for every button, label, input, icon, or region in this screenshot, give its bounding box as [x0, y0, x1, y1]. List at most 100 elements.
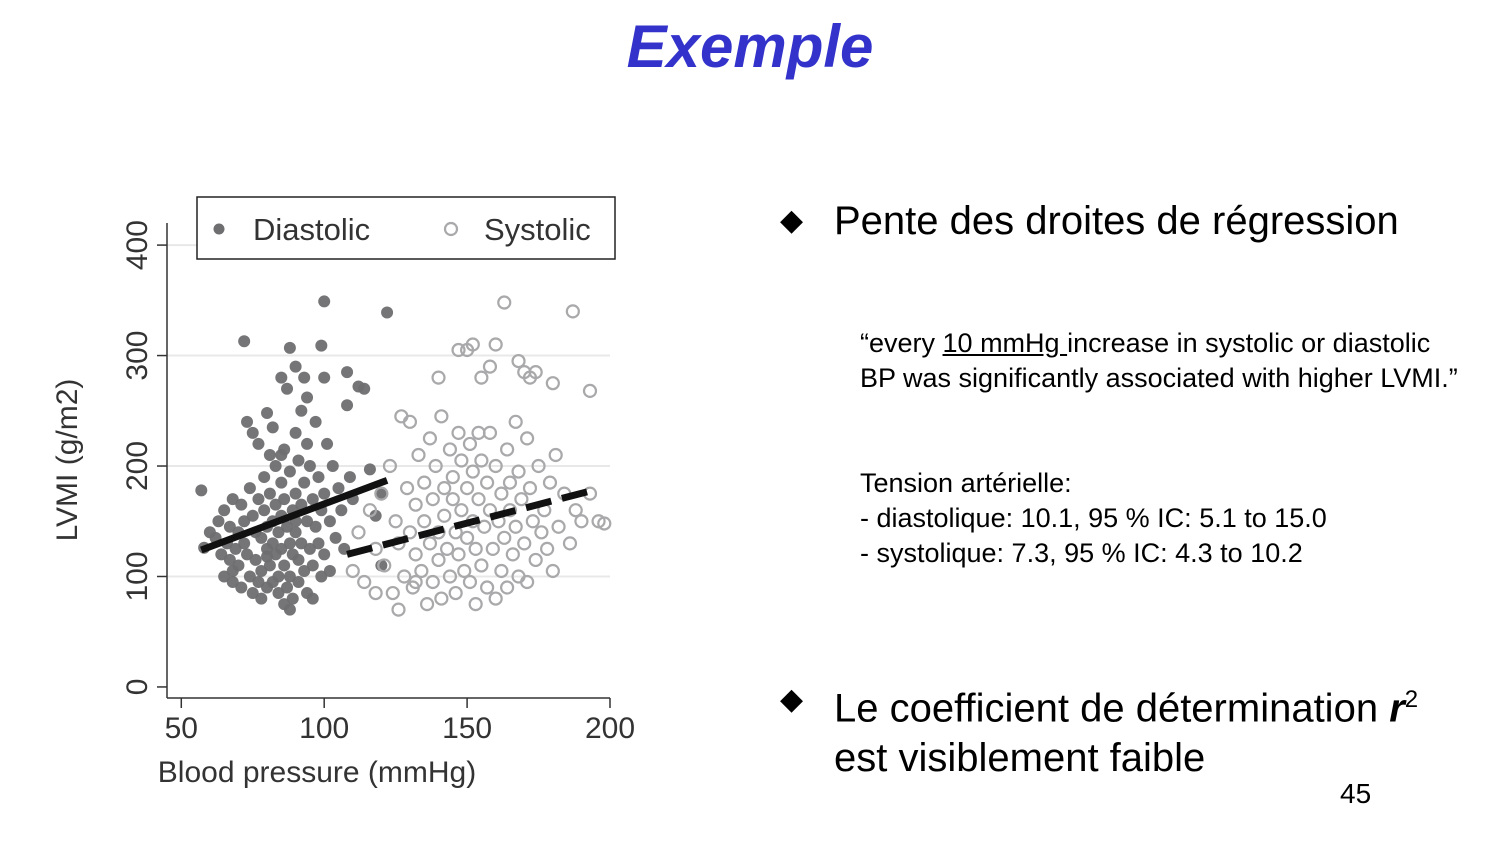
systolic-point [497, 295, 512, 310]
diastolic-point [303, 542, 316, 555]
systolic-point [402, 414, 418, 429]
systolic-point [457, 563, 472, 579]
diastolic-point [312, 537, 325, 550]
systolic-point [408, 547, 423, 562]
diastolic-point [343, 471, 356, 484]
systolic-point [525, 514, 540, 529]
diastolic-point [263, 487, 276, 500]
diastolic-point [283, 341, 296, 354]
systolic-point [542, 475, 558, 490]
regression-lines [200, 477, 594, 558]
systolic-point [477, 519, 492, 534]
systolic-point [551, 519, 566, 534]
bullet-r2-part2: est visiblement faible [834, 736, 1206, 781]
diastolic-point [241, 548, 254, 561]
y-axis-label: LVMI (g/m2) [51, 379, 84, 542]
systolic-point [565, 304, 580, 319]
diastolic-point [301, 391, 314, 404]
diastolic-point [289, 526, 302, 539]
diastolic-point [309, 415, 322, 428]
systolic-point [488, 458, 503, 474]
systolic-point [500, 580, 515, 595]
diastolic-point [272, 587, 285, 600]
systolic-point [528, 365, 543, 380]
diastolic-point [326, 460, 339, 473]
systolic-point [480, 580, 495, 595]
diastolic-point [261, 407, 274, 419]
systolic-point [431, 552, 446, 568]
systolic-point [520, 574, 535, 590]
diastolic-point [306, 493, 319, 506]
legend-marker-diastolic [213, 223, 225, 235]
diastolic-point [226, 564, 239, 577]
diastolic-point [223, 520, 236, 533]
diastolic-point [315, 570, 328, 583]
systolic-point [385, 585, 400, 601]
tension-diastolic: - diastolique: 10.1, 95 % IC: 5.1 to 15.… [860, 503, 1327, 533]
diastolic-point [278, 559, 291, 572]
diastolic-point [283, 537, 296, 550]
systolic-point [465, 337, 480, 352]
systolic-point [442, 442, 458, 457]
diastolic-point [323, 515, 336, 528]
diastolic-point [218, 570, 231, 583]
data-points [195, 295, 612, 617]
diastolic-point [252, 493, 265, 506]
systolic-point [468, 541, 483, 556]
x-tick-label: 200 [585, 712, 635, 745]
diastolic-point [295, 537, 308, 550]
page-number: 45 [1340, 778, 1372, 809]
diastolic-point [281, 581, 294, 594]
diastolic-point [318, 487, 331, 500]
systolic-point [548, 447, 563, 463]
diastolic-point [315, 339, 328, 352]
systolic-point [597, 516, 612, 531]
systolic-point [582, 383, 598, 399]
systolic-point [397, 569, 412, 584]
diastolic-point [289, 426, 302, 439]
diastolic-point [258, 471, 271, 484]
diastolic-point [292, 553, 305, 566]
diastolic-point [238, 515, 251, 528]
legend-label-systolic: Systolic [484, 212, 591, 247]
diastolic-point [369, 509, 382, 522]
quote-underlined: 10 mmHg [942, 328, 1068, 358]
diamond-bullet-icon: ◆ [780, 683, 804, 716]
systolic-point [399, 481, 415, 496]
systolic-point [511, 464, 526, 479]
diastolic-point [243, 482, 256, 495]
diastolic-point [289, 360, 302, 373]
diastolic-point [246, 426, 259, 439]
x-axis-label: Blood pressure (mmHg) [158, 756, 476, 789]
quote-part1: “every [860, 328, 943, 358]
systolic-point [474, 453, 489, 468]
diastolic-point [281, 382, 294, 395]
diastolic-point [283, 465, 296, 478]
diastolic-point [303, 460, 316, 473]
diastolic-point [226, 576, 239, 589]
diastolic-point [329, 531, 342, 544]
diastolic-point [318, 371, 331, 384]
systolic-point [474, 558, 489, 573]
systolic-point [454, 453, 469, 468]
systolic-point [368, 585, 383, 601]
systolic-point [540, 541, 555, 556]
diastolic-point [235, 581, 248, 594]
systolic-point [388, 514, 403, 529]
quote-part2: increase in systolic or diastolic BP was… [860, 328, 1458, 393]
diastolic-point [223, 553, 236, 566]
diastolic-point [243, 570, 256, 583]
r-superscript: 2 [1404, 686, 1419, 713]
y-tick-label: 300 [121, 331, 154, 381]
systolic-point [485, 541, 500, 556]
systolic-point [411, 447, 426, 463]
diastolic-point [295, 404, 308, 417]
systolic-point [511, 353, 526, 369]
diastolic-point [309, 520, 322, 533]
systolic-point [508, 519, 523, 534]
systolic-point [451, 547, 466, 562]
systolic-point [434, 591, 449, 606]
systolic-point [474, 370, 489, 385]
systolic-point [422, 536, 438, 551]
x-tick-label: 50 [165, 712, 198, 745]
